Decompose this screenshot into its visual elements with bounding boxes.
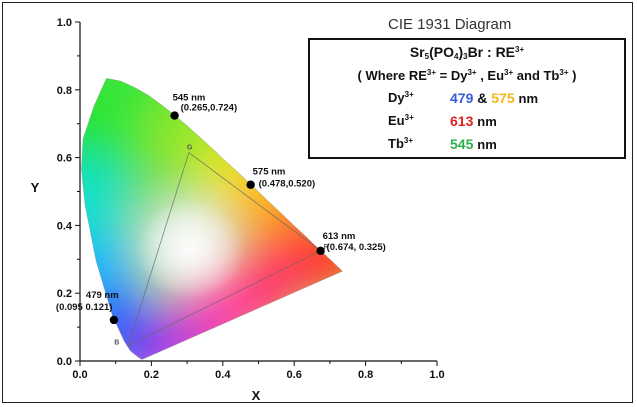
data-point-575	[246, 180, 255, 189]
point-wavelength-label: 613 nm	[323, 231, 356, 242]
where-line: ( Where RE3+ = Dy3+ , Eu3+ and Tb3+ )	[357, 68, 577, 83]
figure-frame	[2, 2, 633, 403]
legend-box: Sr5(PO4)3Br : RE3+ ( Where RE3+ = Dy3+ ,…	[308, 38, 626, 159]
gamut-triangle	[127, 151, 322, 347]
point-wavelength-label: 545 nm	[173, 93, 206, 104]
y-tick-label: 0.2	[57, 288, 72, 300]
point-wavelength-label: 479 nm	[86, 290, 119, 301]
x-tick-label: 0.0	[72, 369, 87, 381]
y-tick-label: 1.0	[57, 17, 72, 29]
x-tick-label: 1.0	[429, 369, 444, 381]
point-coord-label: (0.674, 0.325)	[327, 242, 386, 253]
y-tick-label: 0.4	[57, 220, 73, 232]
y-tick-label: 0.6	[57, 153, 72, 165]
data-point-479	[109, 315, 119, 325]
legend-values-tb: 545 nm	[450, 136, 497, 152]
legend-ion-dy: Dy3+	[388, 90, 414, 105]
vertex-label-g: G	[187, 145, 193, 152]
x-tick-label: 0.8	[358, 369, 373, 381]
point-coord-label: (0.265,0.724)	[181, 103, 238, 114]
x-tick-label: 0.2	[144, 369, 159, 381]
compound-formula: Sr5(PO4)3Br : RE3+	[409, 44, 525, 61]
data-point-613	[316, 246, 325, 256]
vertex-label-r: R	[324, 244, 329, 251]
chart-title: CIE 1931 Diagram	[388, 16, 512, 33]
axes: 0.0 0.2 0.4 0.6 0.8 1.0 0.0 0.2 0.4 0.6 0.8 1.0	[57, 17, 445, 381]
point-wavelength-label: 575 nm	[253, 167, 286, 178]
x-axis-title: X	[252, 388, 261, 403]
y-axis-title: Y	[31, 180, 40, 195]
y-tick-label: 0.0	[57, 356, 72, 368]
data-point-545	[170, 111, 179, 120]
point-coord-label: (0.095 0.121)	[56, 302, 113, 313]
legend-ion-tb: Tb3+	[388, 136, 414, 151]
y-tick-label: 0.8	[57, 85, 72, 97]
x-tick-label: 0.4	[215, 369, 231, 381]
legend-values-dy: 479 & 575 nm	[450, 90, 539, 106]
x-tick-label: 0.6	[287, 369, 302, 381]
legend-ion-eu: Eu3+	[388, 113, 414, 128]
legend-values-eu: 613 nm	[450, 113, 497, 129]
point-coord-label: (0.478,0.520)	[259, 179, 316, 190]
data-points: 479 nm(0.095 0.121) 545 nm(0.265,0.724) 57…	[56, 93, 386, 325]
vertex-label-b: B	[114, 340, 119, 347]
